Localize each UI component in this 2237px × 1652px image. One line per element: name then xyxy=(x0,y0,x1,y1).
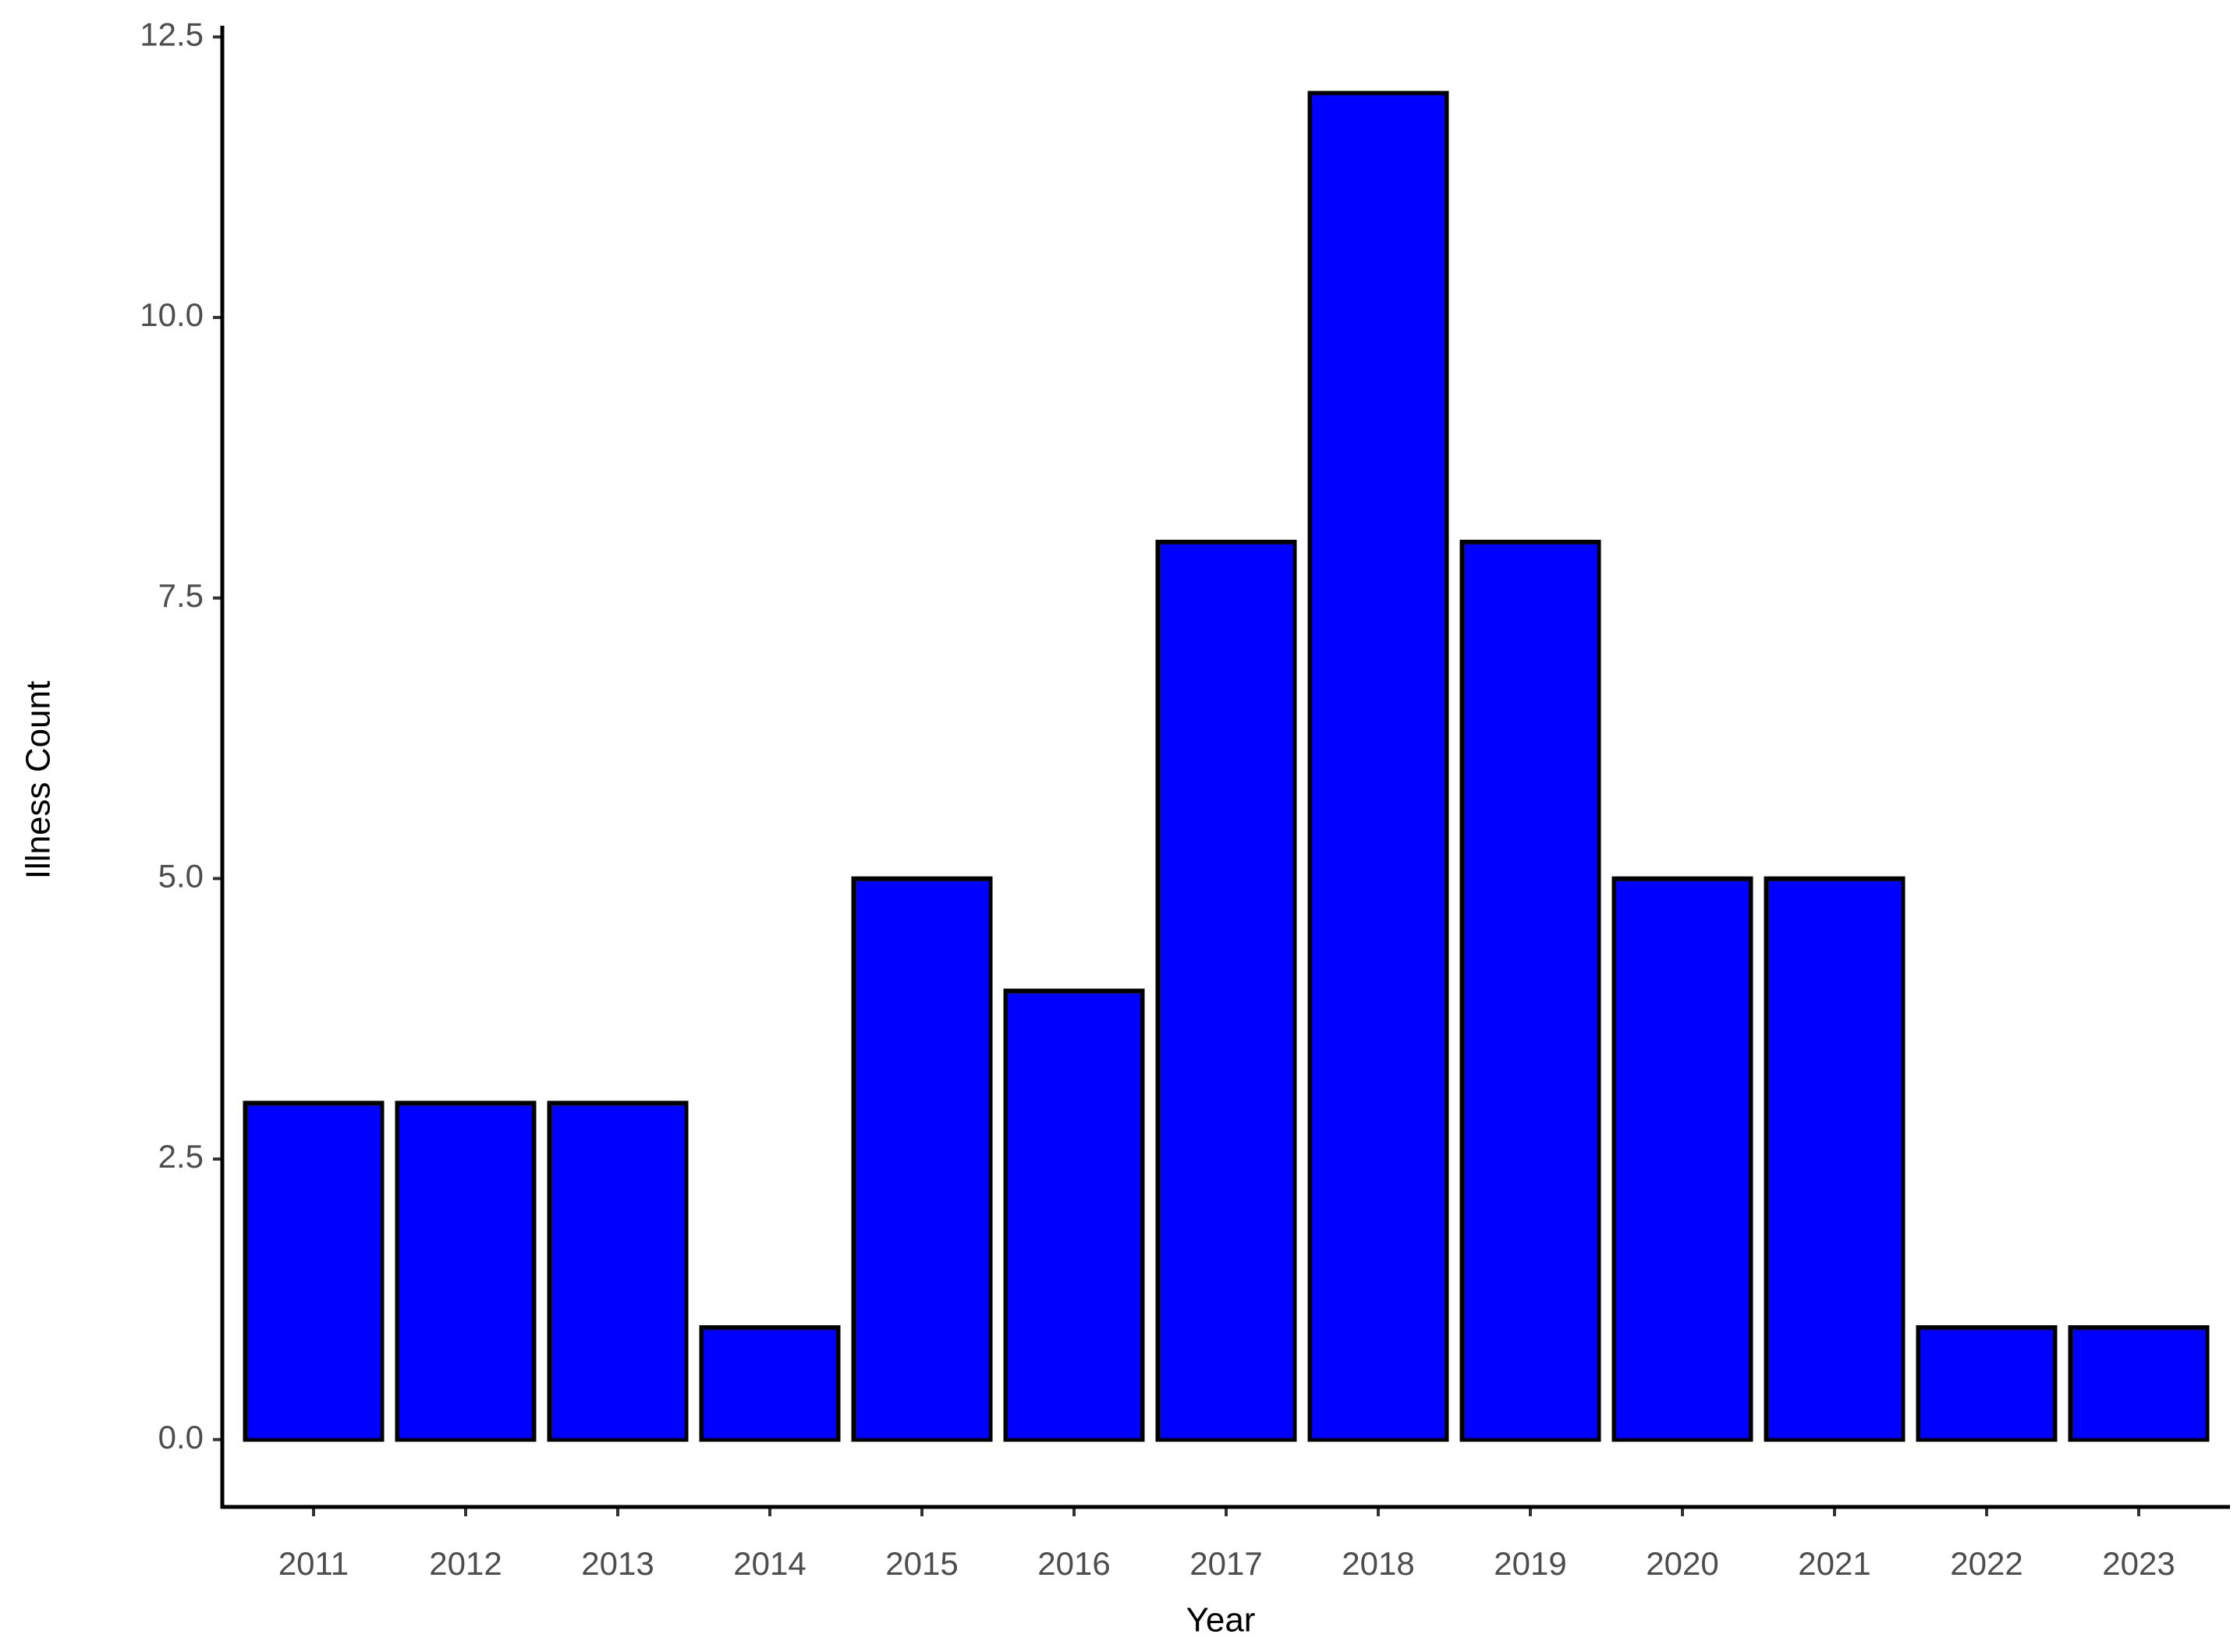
x-tick-label: 2011 xyxy=(278,1545,349,1582)
bar xyxy=(1307,90,1449,1442)
x-tick-label: 2018 xyxy=(1342,1545,1414,1582)
bar xyxy=(851,876,993,1442)
bar xyxy=(1611,876,1753,1442)
x-tick-label: 2023 xyxy=(2102,1545,2175,1582)
x-tick-label: 2022 xyxy=(1950,1545,2023,1582)
x-tick-label: 2016 xyxy=(1037,1545,1110,1582)
y-tick-label: 0.0 xyxy=(158,1419,204,1455)
y-tick-label: 5.0 xyxy=(158,857,204,894)
bar xyxy=(1916,1325,2058,1442)
bar xyxy=(547,1101,689,1442)
bar xyxy=(1764,876,1906,1442)
bar xyxy=(699,1325,841,1442)
bar xyxy=(1155,540,1297,1442)
y-tick-label: 7.5 xyxy=(158,577,204,614)
x-tick-label: 2012 xyxy=(429,1545,502,1582)
bar xyxy=(243,1101,385,1442)
x-tick-label: 2017 xyxy=(1189,1545,1262,1582)
y-tick-label: 12.5 xyxy=(140,16,204,52)
bar xyxy=(1003,988,1145,1442)
bar xyxy=(1459,540,1601,1442)
y-tick-label: 10.0 xyxy=(140,296,204,333)
bar xyxy=(2068,1325,2210,1442)
x-tick-label: 2015 xyxy=(885,1545,958,1582)
y-tick-label: 2.5 xyxy=(158,1138,204,1175)
x-tick-label: 2021 xyxy=(1798,1545,1870,1582)
y-axis-title: Illness Count xyxy=(19,681,58,879)
x-axis-title: Year xyxy=(1186,1601,1256,1640)
x-tick-label: 2019 xyxy=(1494,1545,1566,1582)
x-tick-label: 2013 xyxy=(581,1545,654,1582)
bar xyxy=(395,1101,537,1442)
x-tick-label: 2014 xyxy=(733,1545,806,1582)
x-tick-label: 2020 xyxy=(1646,1545,1718,1582)
